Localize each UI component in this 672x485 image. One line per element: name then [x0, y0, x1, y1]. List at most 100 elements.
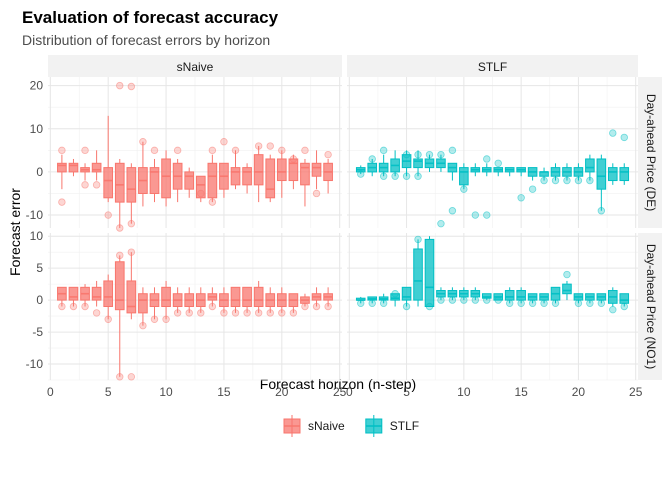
outlier-point	[460, 185, 468, 193]
box-body	[230, 286, 241, 307]
box-body	[504, 290, 515, 301]
box	[596, 154, 607, 215]
outlier-point	[278, 309, 286, 317]
outlier-point	[437, 296, 445, 304]
box-body	[288, 158, 299, 182]
box	[172, 146, 183, 203]
facet-strip-label: Day-ahead Price (NO1)	[644, 244, 658, 369]
outlier-point	[402, 172, 411, 180]
box	[207, 287, 218, 311]
box	[242, 286, 252, 317]
outlier-point	[483, 155, 491, 163]
facet-panel	[347, 233, 638, 381]
box	[230, 286, 241, 317]
outlier-point	[620, 133, 628, 142]
outlier-point	[379, 299, 388, 308]
outlier-point	[540, 299, 548, 308]
legend-label: STLF	[390, 419, 419, 433]
outlier-point	[414, 235, 422, 244]
box	[184, 167, 195, 198]
box	[184, 287, 195, 317]
x-tick-label: 15	[514, 385, 528, 399]
outlier-point	[150, 146, 159, 155]
outlier-point	[81, 302, 89, 311]
box-body	[253, 286, 264, 307]
outlier-point	[162, 315, 170, 323]
y-tick-label: 10	[30, 229, 44, 243]
outlier-point	[139, 321, 147, 330]
box	[527, 167, 538, 193]
box	[149, 287, 160, 323]
box	[91, 280, 102, 317]
box-body	[184, 171, 195, 190]
box	[149, 146, 160, 203]
outlier-point	[116, 81, 124, 90]
outlier-point	[173, 309, 182, 317]
box	[436, 150, 446, 228]
box-body	[103, 280, 114, 308]
box-body	[161, 286, 171, 307]
y-tick-label: 10	[30, 122, 44, 136]
outlier-point	[586, 176, 594, 185]
y-tick-label: 0	[36, 165, 43, 179]
box	[424, 236, 435, 311]
outlier-point	[208, 198, 217, 206]
outlier-point	[301, 302, 309, 311]
outlier-point	[185, 309, 193, 317]
box-body	[91, 162, 102, 173]
box-body	[265, 158, 276, 199]
box-body	[138, 293, 148, 314]
outlier-point	[391, 290, 399, 298]
box	[355, 165, 366, 178]
outlier-point	[517, 194, 525, 202]
box	[311, 150, 322, 198]
outlier-point	[301, 146, 309, 155]
box	[378, 146, 389, 180]
box	[219, 287, 229, 317]
box	[493, 293, 504, 304]
box	[504, 287, 515, 308]
outlier-point	[357, 170, 365, 178]
outlier-point	[563, 176, 571, 185]
outlier-point	[139, 138, 147, 146]
box	[126, 82, 137, 228]
box	[138, 138, 148, 207]
outlier-point	[517, 299, 525, 308]
x-tick-label: 5	[403, 385, 410, 399]
box	[470, 287, 481, 304]
outlier-point	[357, 299, 365, 308]
outlier-point	[494, 159, 502, 167]
outlier-point	[540, 176, 548, 185]
box	[300, 293, 310, 311]
box	[91, 150, 102, 189]
box-body	[103, 167, 114, 199]
box	[516, 287, 526, 308]
box	[481, 293, 492, 304]
outlier-point	[574, 299, 583, 308]
box	[323, 287, 333, 311]
outlier-point	[127, 373, 136, 381]
box-body	[300, 162, 310, 186]
facet-strip-label: STLF	[478, 60, 507, 74]
outlier-point	[92, 309, 101, 317]
box	[459, 163, 469, 193]
outlier-point	[220, 309, 228, 317]
box-body	[562, 283, 572, 295]
box	[470, 163, 481, 219]
box-body	[57, 162, 67, 173]
facet-panel	[347, 77, 638, 228]
box	[562, 270, 572, 301]
outlier-point	[104, 315, 112, 323]
outlier-point	[620, 302, 628, 311]
box	[367, 296, 378, 308]
outlier-point	[278, 146, 286, 155]
box-body	[207, 162, 218, 199]
outlier-point	[173, 146, 182, 155]
outlier-point	[379, 146, 388, 155]
box	[562, 163, 572, 185]
box-body	[413, 158, 423, 169]
facet-panel	[48, 233, 342, 381]
outlier-point	[379, 172, 388, 180]
outlier-point	[505, 299, 514, 308]
box	[219, 138, 229, 198]
